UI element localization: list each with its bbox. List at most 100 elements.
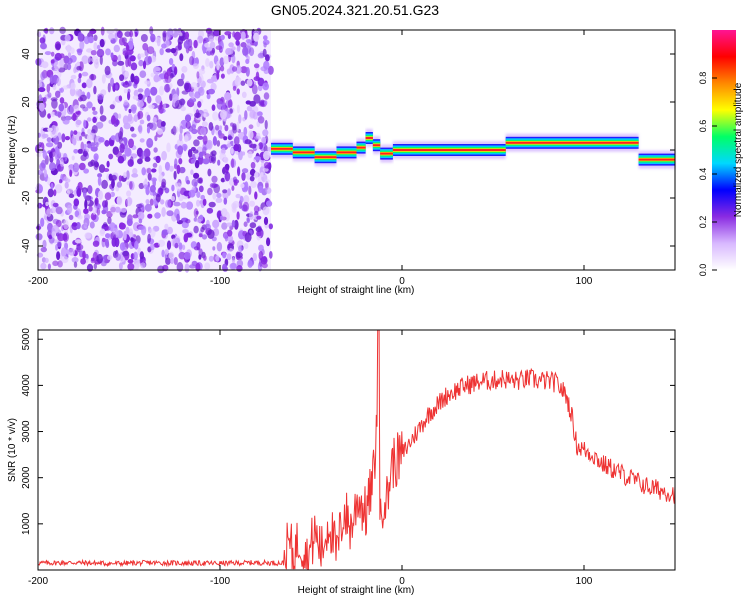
noise-speckle bbox=[62, 118, 70, 125]
noise-speckle bbox=[223, 136, 228, 141]
noise-speckle bbox=[42, 97, 47, 103]
noise-speckle bbox=[126, 190, 132, 197]
figure-title: GN05.2024.321.20.51.G23 bbox=[271, 2, 439, 18]
noise-speckle bbox=[49, 162, 56, 172]
y-tick-label: 2000 bbox=[21, 466, 32, 489]
noise-speckle bbox=[161, 249, 165, 258]
noise-speckle bbox=[256, 111, 263, 117]
noise-speckle bbox=[176, 213, 180, 222]
noise-speckle bbox=[140, 262, 146, 269]
noise-speckle bbox=[73, 66, 77, 74]
noise-speckle bbox=[61, 256, 69, 264]
noise-speckle bbox=[139, 53, 146, 58]
noise-speckle bbox=[111, 237, 117, 247]
noise-speckle bbox=[162, 32, 167, 42]
noise-speckle bbox=[204, 262, 211, 270]
noise-speckle bbox=[220, 34, 225, 41]
noise-speckle bbox=[263, 161, 270, 169]
noise-speckle bbox=[89, 142, 96, 147]
noise-speckle bbox=[93, 160, 99, 171]
noise-speckle bbox=[179, 32, 183, 37]
noise-speckle bbox=[66, 189, 71, 196]
noise-speckle bbox=[180, 106, 186, 112]
noise-speckle bbox=[46, 208, 52, 218]
noise-speckle bbox=[81, 131, 86, 137]
noise-speckle bbox=[90, 212, 97, 221]
noise-speckle bbox=[119, 143, 125, 154]
noise-speckle bbox=[132, 95, 139, 100]
noise-speckle bbox=[174, 158, 178, 168]
noise-speckle bbox=[202, 158, 210, 165]
y-tick-label: 0 bbox=[21, 147, 32, 153]
noise-speckle bbox=[194, 160, 200, 169]
noise-speckle bbox=[268, 223, 273, 230]
noise-speckle bbox=[117, 60, 125, 66]
noise-speckle bbox=[76, 222, 81, 230]
noise-speckle bbox=[241, 91, 247, 99]
noise-speckle bbox=[139, 70, 147, 78]
noise-speckle bbox=[47, 92, 52, 98]
noise-speckle bbox=[201, 121, 208, 127]
noise-speckle bbox=[84, 232, 92, 239]
noise-speckle bbox=[117, 113, 122, 119]
noise-speckle bbox=[122, 81, 130, 88]
noise-speckle bbox=[104, 192, 112, 201]
colorbar-label: Normalized spectral amplitude bbox=[733, 82, 744, 217]
noise-speckle bbox=[190, 158, 196, 164]
noise-speckle bbox=[42, 133, 49, 138]
noise-speckle bbox=[246, 217, 250, 222]
colorbar: 0.0 0.2 0.4 0.6 0.8 Normalized spectral ampl… bbox=[698, 30, 744, 276]
noise-speckle bbox=[77, 32, 84, 42]
noise-speckle bbox=[83, 36, 90, 45]
noise-speckle bbox=[183, 233, 189, 243]
noise-speckle bbox=[81, 55, 89, 64]
noise-speckle bbox=[105, 233, 111, 239]
noise-speckle bbox=[227, 243, 231, 251]
noise-speckle bbox=[204, 223, 211, 231]
noise-speckle bbox=[194, 112, 201, 118]
noise-speckle bbox=[208, 35, 215, 42]
noise-speckle bbox=[267, 65, 274, 75]
noise-speckle bbox=[220, 65, 225, 72]
noise-speckle bbox=[126, 170, 130, 180]
noise-speckle bbox=[261, 262, 268, 269]
noise-speckle bbox=[157, 265, 165, 274]
noise-speckle bbox=[216, 70, 220, 80]
noise-speckle bbox=[167, 28, 174, 38]
noise-speckle bbox=[68, 214, 74, 221]
noise-speckle bbox=[193, 208, 199, 218]
noise-speckle bbox=[171, 184, 175, 192]
noise-speckle bbox=[170, 257, 175, 265]
x-tick-label: -200 bbox=[28, 576, 48, 587]
noise-speckle bbox=[231, 219, 236, 228]
noise-speckle bbox=[46, 137, 52, 143]
noise-speckle bbox=[212, 111, 219, 121]
noise-speckle bbox=[220, 177, 226, 183]
snr-frame bbox=[37, 329, 676, 571]
noise-speckle bbox=[254, 135, 262, 140]
noise-speckle bbox=[105, 48, 111, 56]
noise-speckle bbox=[126, 218, 133, 227]
noise-speckle bbox=[246, 78, 253, 87]
noise-speckle bbox=[215, 197, 223, 203]
x-tick-label: 0 bbox=[399, 576, 405, 587]
noise-speckle bbox=[99, 115, 107, 122]
noise-speckle bbox=[190, 94, 195, 100]
noise-speckle bbox=[258, 185, 264, 193]
noise-speckle bbox=[261, 136, 267, 144]
noise-speckle bbox=[150, 72, 155, 78]
noise-speckle bbox=[222, 55, 230, 65]
noise-speckle bbox=[133, 75, 140, 85]
noise-speckle bbox=[206, 46, 213, 52]
noise-speckle bbox=[44, 51, 52, 56]
noise-speckle bbox=[192, 63, 199, 69]
noise-speckle bbox=[222, 252, 227, 259]
noise-speckle bbox=[193, 172, 200, 179]
noise-speckle bbox=[75, 90, 83, 96]
y-tick-label: -20 bbox=[21, 190, 32, 205]
noise-speckle bbox=[101, 179, 108, 189]
noise-speckle bbox=[97, 173, 103, 178]
noise-speckle bbox=[76, 243, 84, 251]
noise-speckle bbox=[54, 111, 62, 117]
noise-speckle bbox=[181, 73, 185, 81]
